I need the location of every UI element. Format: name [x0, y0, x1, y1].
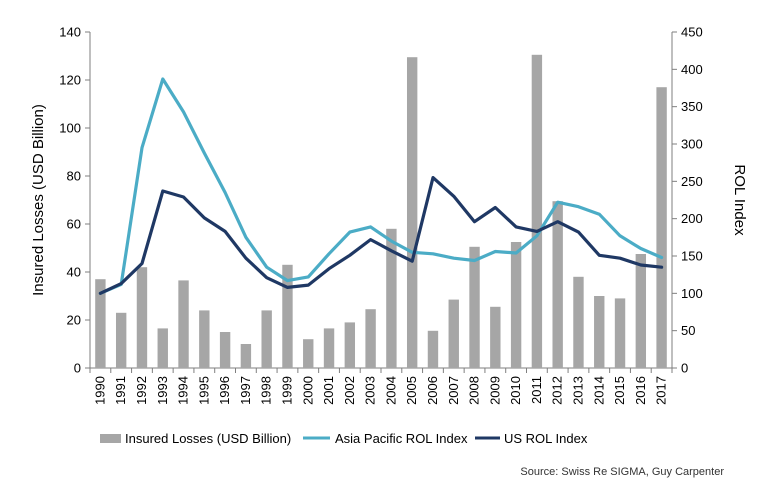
line-series — [98, 77, 664, 295]
bar-insured-losses-2005 — [406, 57, 418, 368]
bar-insured-losses-1994 — [178, 280, 189, 368]
x-tick-label: 2010 — [508, 376, 523, 405]
x-tick-label: 2006 — [425, 376, 440, 405]
right-tick-label: 350 — [681, 99, 703, 114]
x-tick-label: 2005 — [404, 376, 419, 405]
x-tick-label: 1998 — [259, 376, 274, 405]
x-tick-label: 2001 — [321, 376, 336, 405]
x-tick-label: 2008 — [467, 376, 482, 405]
bar-insured-losses-2006 — [427, 330, 439, 368]
x-tick-label: 2009 — [487, 376, 502, 405]
right-axis-title: ROL Index — [731, 164, 748, 236]
line-asia-pacific-rol-index — [98, 77, 664, 295]
bar-insured-losses-1993 — [157, 328, 168, 368]
x-tick-label: 1990 — [92, 376, 107, 405]
x-tick-label: 1992 — [134, 376, 149, 405]
right-axis-ticks: 0 50 100 150 200 250 300 350 400 450 — [672, 25, 703, 376]
source-note: Source: Swiss Re SIGMA, Guy Carpenter — [520, 466, 724, 478]
legend-label-us: US ROL Index — [504, 431, 588, 446]
bar-insured-losses-2007 — [448, 299, 459, 368]
left-tick-label: 80 — [67, 169, 81, 184]
bar-insured-losses-2008 — [469, 246, 480, 368]
x-tick-label: 2012 — [550, 376, 565, 405]
left-tick-label: 0 — [74, 361, 81, 376]
right-tick-label: 50 — [681, 323, 695, 338]
right-tick-label: 100 — [681, 286, 703, 301]
right-tick-label: 150 — [681, 249, 703, 264]
left-tick-label: 20 — [67, 313, 81, 328]
bar-insured-losses-1999 — [282, 264, 293, 368]
left-tick-label: 60 — [67, 217, 81, 232]
x-tick-label: 1993 — [155, 376, 170, 405]
bar-insured-losses-1995 — [199, 310, 210, 368]
x-tick-label: 1996 — [217, 376, 232, 405]
bar-insured-losses-1992 — [136, 267, 148, 368]
right-tick-label: 0 — [681, 361, 688, 376]
bar-series — [95, 54, 667, 369]
left-axis-ticks: 0 20 40 60 80 100 120 140 — [59, 25, 90, 376]
left-tick-label: 40 — [67, 265, 81, 280]
x-tick-label: 1997 — [238, 376, 253, 405]
bar-insured-losses-2003 — [365, 309, 376, 368]
bar-insured-losses-2017 — [656, 87, 667, 368]
left-tick-label: 140 — [59, 25, 81, 40]
bar-insured-losses-2009 — [490, 306, 501, 368]
x-tick-label: 2016 — [633, 376, 648, 405]
right-tick-label: 400 — [681, 62, 703, 77]
bar-insured-losses-2013 — [573, 276, 584, 368]
bar-insured-losses-2000 — [303, 339, 314, 368]
x-tick-label: 2004 — [383, 376, 398, 405]
x-tick-label: 1994 — [176, 376, 191, 405]
x-tick-label: 2017 — [654, 376, 669, 405]
bar-insured-losses-2015 — [614, 298, 626, 368]
x-tick-label: 2000 — [300, 376, 315, 405]
legend: Insured Losses (USD Billion) Asia Pacifi… — [100, 431, 588, 446]
legend-swatch-insured-losses — [100, 434, 121, 443]
right-tick-label: 250 — [681, 174, 703, 189]
x-tick-label: 2007 — [446, 376, 461, 405]
right-tick-label: 450 — [681, 25, 703, 40]
x-tick-label: 2002 — [342, 376, 357, 405]
x-axis-ticks: 1990 1991 1992 1993 1994 1995 1996 1997 1998 1999… — [89, 368, 673, 405]
bar-insured-losses-1990 — [95, 279, 106, 368]
bar-insured-losses-1998 — [261, 310, 272, 368]
x-tick-label: 1991 — [113, 376, 128, 405]
x-tick-label: 2003 — [363, 376, 378, 405]
legend-label-insured-losses: Insured Losses (USD Billion) — [125, 431, 291, 446]
x-tick-label: 2015 — [612, 376, 627, 405]
x-tick-label: 2013 — [571, 376, 586, 405]
left-tick-label: 120 — [59, 73, 81, 88]
bar-insured-losses-2010 — [510, 242, 522, 368]
bar-insured-losses-1997 — [240, 344, 252, 368]
right-tick-label: 300 — [681, 137, 703, 152]
bar-insured-losses-2001 — [323, 328, 335, 368]
left-tick-label: 100 — [59, 121, 81, 136]
plot-area — [89, 32, 673, 369]
legend-label-asia-pacific: Asia Pacific ROL Index — [335, 431, 468, 446]
x-tick-label: 2011 — [529, 376, 544, 404]
right-tick-label: 200 — [681, 211, 703, 226]
bar-insured-losses-2014 — [594, 296, 605, 368]
bar-insured-losses-1991 — [115, 312, 127, 368]
left-axis-title: Insured Losses (USD Billion) — [30, 104, 47, 296]
x-tick-label: 1995 — [196, 376, 211, 405]
bar-insured-losses-2011 — [531, 54, 543, 369]
line-us-rol-index — [98, 176, 664, 295]
bar-insured-losses-2016 — [635, 254, 647, 368]
x-tick-label: 2014 — [591, 376, 606, 405]
x-tick-label: 1999 — [280, 376, 295, 405]
bar-insured-losses-2002 — [344, 322, 356, 368]
bar-insured-losses-2004 — [386, 228, 397, 368]
bar-insured-losses-1996 — [219, 332, 231, 368]
bar-insured-losses-2012 — [552, 201, 563, 368]
